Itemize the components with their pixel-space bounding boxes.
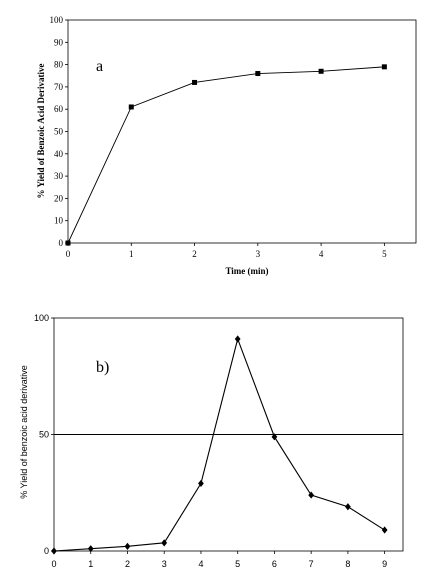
- panel-b-data-point: [87, 545, 94, 553]
- panel-b-x-tick-label: 6: [272, 559, 277, 569]
- panel-a-label: a: [96, 58, 103, 75]
- panel-a-x-tick-label: 1: [129, 249, 134, 259]
- panel-b-data-point: [381, 526, 388, 534]
- panel-a-x-tick-label: 3: [256, 249, 261, 259]
- panel-b-x-tick-label: 9: [382, 559, 387, 569]
- panel-a-y-tick-label: 80: [54, 60, 64, 70]
- panel-a-data-point: [381, 64, 387, 70]
- panel-b-data-point: [198, 479, 204, 488]
- panel-b-x-tick-label: 3: [162, 559, 167, 569]
- panel-b-data-point: [51, 547, 57, 555]
- panel-a-data-point: [318, 68, 324, 74]
- panel-b-data-point: [308, 491, 315, 499]
- panel-a-y-tick-label: 40: [54, 149, 64, 159]
- panel-b-y-axis-title: % Yield of benzoic acid derivative: [19, 365, 29, 499]
- panel-a-y-tick-label: 20: [54, 193, 64, 203]
- panel-b-label: b): [96, 359, 109, 376]
- panel-a-y-tick-label: 100: [50, 15, 64, 25]
- panel-a-x-tick-label: 2: [192, 249, 197, 259]
- panel-b-y-tick-label: 50: [39, 430, 49, 440]
- panel-a-y-tick-label: 10: [54, 216, 64, 226]
- panel-a-y-axis-title: % Yield of Benzoic Acid Derivative: [36, 63, 46, 198]
- panel-b-data-point: [161, 539, 168, 547]
- panel-a-series-line: [67, 66, 385, 244]
- panel-a-x-tick-label: 4: [319, 249, 324, 259]
- panel-b-y-tick-label: 100: [34, 313, 49, 323]
- panel-a-data-point: [192, 79, 198, 85]
- panel-b-chart: 0 50 100 0 1 2 3 4 5 6 7 8 9 b) % Yield of benzoic a…: [19, 313, 404, 569]
- panel-b-x-tick-label: 2: [125, 559, 130, 569]
- panel-b-series: [51, 335, 388, 555]
- panel-b-data-point: [271, 433, 278, 441]
- panel-a-y-tick-label: 50: [54, 127, 64, 137]
- panel-b-x-tick-label: 7: [309, 559, 314, 569]
- panel-a-data-point: [128, 104, 134, 110]
- panel-a-x-tick-label: 0: [66, 249, 71, 259]
- panel-a-ticks: 0 10 20 30 40 50 60 70 80 90 100 0 1 2 3 4 5: [50, 15, 388, 259]
- panel-b-y-tick-label: 0: [44, 546, 49, 556]
- panel-b-series-line: [53, 337, 385, 552]
- panel-a-data-point: [65, 240, 71, 246]
- panel-b-x-tick-label: 8: [345, 559, 350, 569]
- panel-a-series: [65, 64, 387, 246]
- panel-a-data-point: [255, 71, 261, 77]
- panel-a-y-tick-label: 70: [54, 82, 64, 92]
- panel-b-data-point: [124, 542, 131, 550]
- panel-a-y-tick-label: 30: [54, 171, 64, 181]
- panel-a-y-tick-label: 90: [54, 37, 64, 47]
- panel-b-x-tick-label: 5: [235, 559, 240, 569]
- panel-a-x-tick-label: 5: [382, 249, 387, 259]
- panel-b-x-tick-label: 0: [51, 559, 56, 569]
- panel-a-chart: 0 10 20 30 40 50 60 70 80 90 100 0 1 2 3 4 5 a Time (min…: [36, 15, 417, 276]
- panel-b-data-point: [234, 335, 241, 343]
- panel-a-y-tick-label: 60: [54, 104, 64, 114]
- panel-b-x-tick-label: 4: [198, 559, 203, 569]
- panel-b-data-point: [345, 503, 351, 511]
- panel-a-y-tick-label: 0: [59, 238, 64, 248]
- panel-a-x-axis-title: Time (min): [225, 266, 268, 276]
- panel-b-ticks: 0 50 100 0 1 2 3 4 5 6 7 8 9: [34, 313, 387, 569]
- panel-b-x-tick-label: 1: [88, 559, 93, 569]
